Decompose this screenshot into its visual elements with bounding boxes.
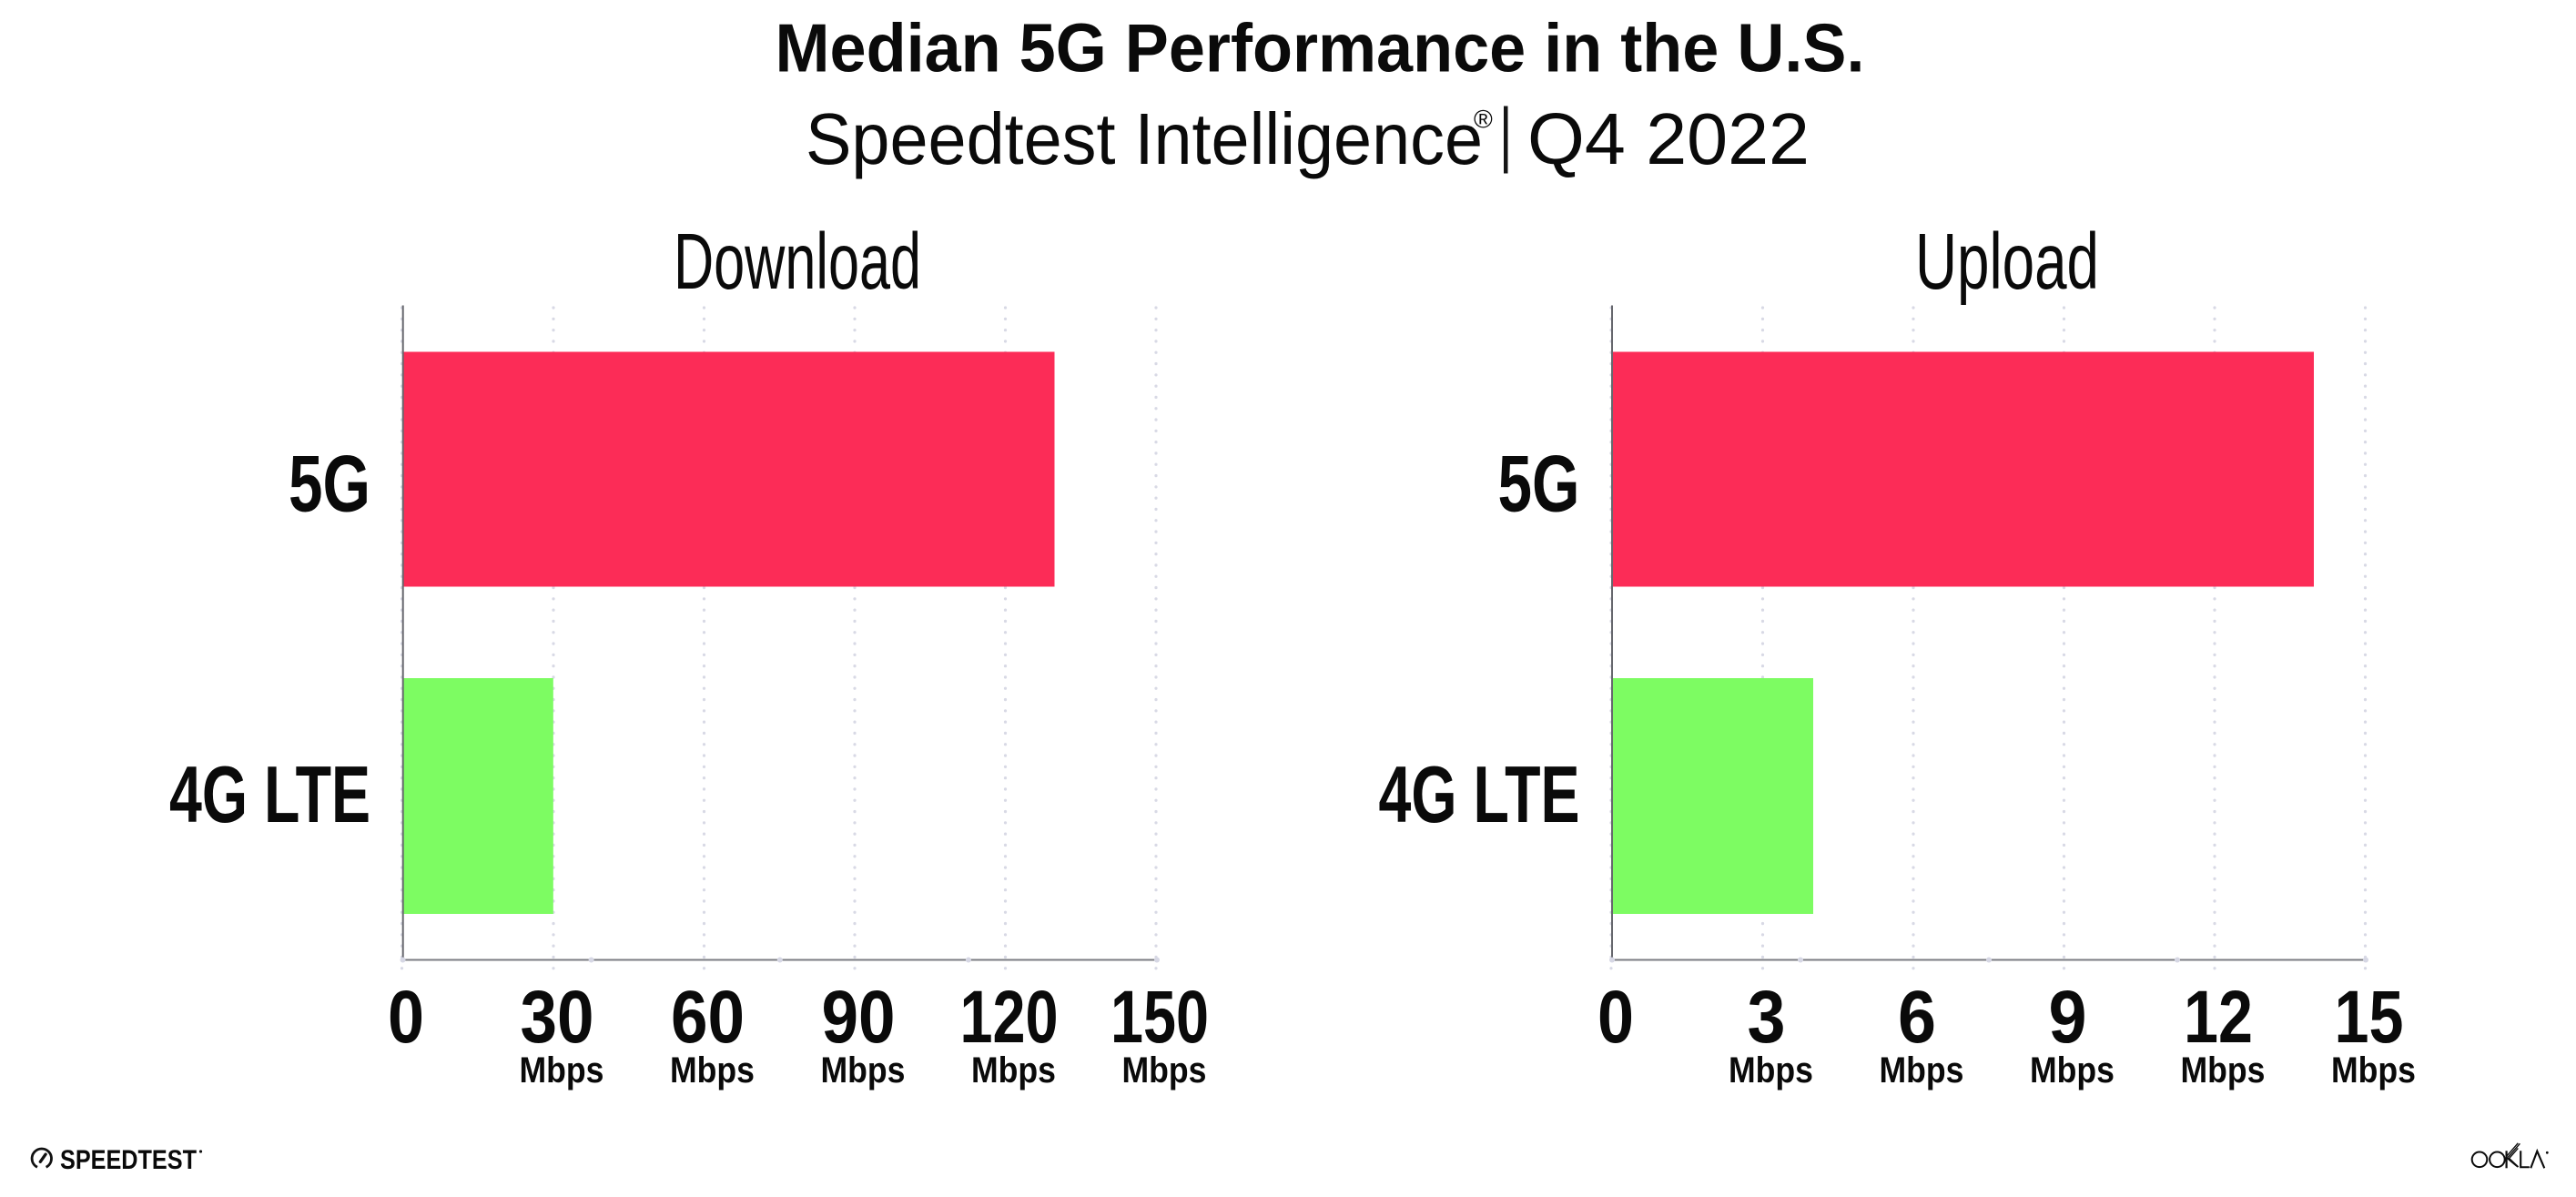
svg-text:Upload: Upload	[1915, 218, 2099, 306]
svg-text:Mbps: Mbps	[2331, 1050, 2416, 1090]
svg-text:30: 30	[521, 976, 594, 1059]
svg-text:5G: 5G	[289, 439, 370, 529]
svg-text:SPEEDTEST: SPEEDTEST	[60, 1145, 197, 1175]
svg-text:Mbps: Mbps	[821, 1050, 906, 1090]
svg-text:Mbps: Mbps	[2030, 1050, 2115, 1090]
svg-text:9: 9	[2049, 976, 2087, 1059]
svg-text:3: 3	[1748, 976, 1786, 1059]
svg-text:6: 6	[1898, 976, 1936, 1059]
svg-text:Mbps: Mbps	[1729, 1050, 1813, 1090]
svg-text:®: ®	[1474, 105, 1493, 134]
svg-text:60: 60	[671, 976, 745, 1059]
svg-text:Mbps: Mbps	[971, 1050, 1056, 1090]
svg-text:Q4 2022: Q4 2022	[1527, 98, 1810, 179]
svg-text:Download: Download	[674, 218, 921, 306]
svg-text:150: 150	[1111, 976, 1209, 1059]
svg-text:4G LTE: 4G LTE	[169, 749, 370, 839]
svg-text:5G: 5G	[1498, 439, 1580, 529]
svg-text:Median 5G Performance in the U: Median 5G Performance in the U.S.	[776, 10, 1865, 86]
svg-text:Mbps: Mbps	[2181, 1050, 2266, 1090]
svg-text:0: 0	[1597, 976, 1634, 1059]
svg-text:Mbps: Mbps	[1122, 1050, 1207, 1090]
svg-text:90: 90	[822, 976, 896, 1059]
svg-text:4G LTE: 4G LTE	[1379, 749, 1580, 839]
svg-text:15: 15	[2335, 976, 2404, 1059]
svg-text:0: 0	[388, 976, 424, 1059]
svg-text:Mbps: Mbps	[520, 1050, 604, 1090]
svg-text:Speedtest Intelligence: Speedtest Intelligence	[806, 98, 1483, 179]
svg-text:Mbps: Mbps	[670, 1050, 755, 1090]
svg-text:120: 120	[960, 976, 1059, 1059]
svg-text:12: 12	[2184, 976, 2253, 1059]
svg-text:Mbps: Mbps	[1880, 1050, 1964, 1090]
